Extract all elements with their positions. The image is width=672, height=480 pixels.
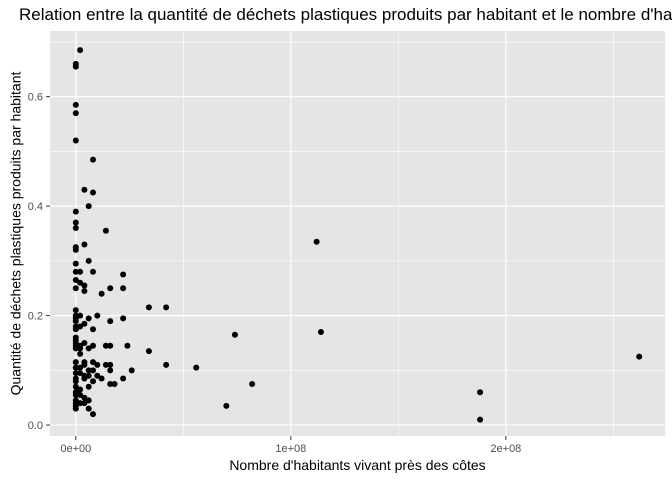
x-tick-label: 1e+08 (275, 443, 306, 455)
data-point (120, 272, 126, 278)
data-point (90, 378, 96, 384)
data-point (314, 239, 320, 245)
data-point (146, 348, 152, 354)
data-point (86, 258, 92, 264)
data-point (163, 304, 169, 310)
data-point (107, 367, 113, 373)
data-point (124, 343, 130, 349)
data-point (73, 209, 79, 215)
data-point (107, 285, 113, 291)
data-point (107, 343, 113, 349)
data-point (94, 362, 100, 368)
data-point (120, 315, 126, 321)
data-point (120, 376, 126, 382)
data-point (90, 189, 96, 195)
data-point (73, 269, 79, 275)
data-point (223, 403, 229, 409)
y-axis-label: Quantité de déchets plastiques produits … (8, 72, 24, 396)
data-point (107, 381, 113, 387)
data-point (232, 332, 238, 338)
data-point (73, 225, 79, 231)
data-point (73, 307, 79, 313)
data-point (120, 285, 126, 291)
data-point (477, 417, 483, 423)
data-point (73, 220, 79, 226)
data-point (249, 381, 255, 387)
data-point (193, 365, 199, 371)
data-point (86, 345, 92, 351)
data-point (146, 304, 152, 310)
data-point (90, 411, 96, 417)
y-tick-label: 0.6 (28, 92, 43, 104)
chart-title: Relation entre la quantité de déchets pl… (19, 5, 672, 24)
data-point (81, 400, 87, 406)
data-point (81, 282, 87, 288)
data-point (163, 362, 169, 368)
y-tick-label: 0.0 (28, 420, 43, 432)
data-point (73, 247, 79, 253)
y-tick-label: 0.2 (28, 311, 43, 323)
data-point (90, 269, 96, 275)
data-point (73, 326, 79, 332)
data-point (73, 285, 79, 291)
data-point (77, 351, 83, 357)
data-point (107, 362, 113, 368)
data-point (73, 61, 79, 67)
data-point (90, 367, 96, 373)
data-point (81, 187, 87, 193)
data-point (477, 389, 483, 395)
data-point (318, 329, 324, 335)
data-point (73, 315, 79, 321)
plot-panel (50, 31, 665, 436)
data-point (86, 384, 92, 390)
x-axis-label: Nombre d'habitants vivant près des côtes (229, 457, 485, 473)
data-point (81, 288, 87, 294)
y-axis-ticks: 0.0 0.2 0.4 0.6 (28, 92, 50, 432)
data-point (73, 359, 79, 365)
data-point (73, 345, 79, 351)
data-point (86, 315, 92, 321)
data-point (81, 241, 87, 247)
data-point (129, 367, 135, 373)
data-point (99, 376, 105, 382)
data-point (73, 137, 79, 143)
x-tick-label: 2e+08 (490, 443, 521, 455)
data-point (73, 102, 79, 108)
x-axis-ticks: 0e+00 1e+08 2e+08 (60, 436, 521, 455)
data-point (86, 203, 92, 209)
data-point (81, 376, 87, 382)
data-point (73, 261, 79, 267)
data-point (103, 228, 109, 234)
x-tick-label: 0e+00 (60, 443, 91, 455)
data-point (86, 406, 92, 412)
data-point (73, 406, 79, 412)
data-point (77, 47, 83, 53)
data-point (636, 354, 642, 360)
data-point (94, 313, 100, 319)
data-point (90, 157, 96, 163)
data-point (99, 291, 105, 297)
y-tick-label: 0.4 (28, 201, 43, 213)
data-point (77, 365, 83, 371)
data-point (73, 378, 79, 384)
data-point (107, 318, 113, 324)
data-point (73, 110, 79, 116)
data-point (90, 326, 96, 332)
